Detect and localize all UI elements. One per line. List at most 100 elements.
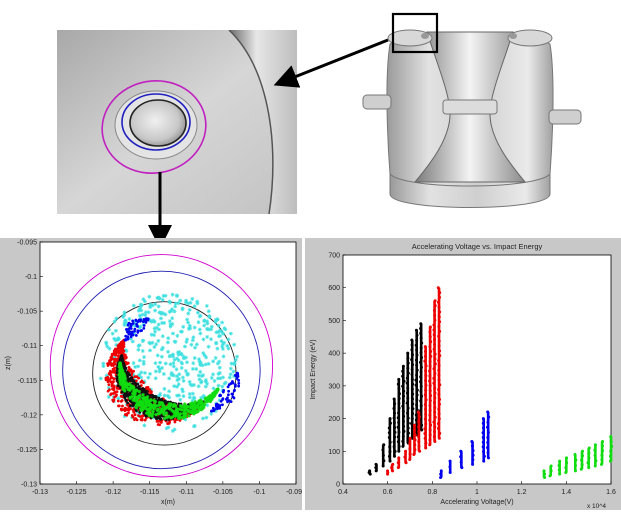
cyan-marker	[226, 346, 231, 351]
impact-marker	[118, 362, 123, 367]
impact-marker	[221, 403, 224, 407]
impact-marker	[124, 334, 128, 338]
impact-marker	[146, 409, 151, 413]
cyan-marker	[187, 323, 192, 328]
cyan-marker	[148, 371, 153, 376]
energy-marker	[410, 417, 414, 421]
energy-marker	[439, 469, 443, 473]
energy-marker	[402, 379, 406, 383]
cyan-marker	[114, 316, 119, 321]
impact-marker	[206, 399, 210, 403]
cyan-marker	[194, 366, 199, 371]
impact-marker	[154, 395, 158, 399]
impact-marker	[127, 386, 132, 391]
energy-marker	[406, 371, 410, 375]
impact-marker	[144, 411, 149, 415]
impact-marker	[212, 391, 217, 396]
energy-marker	[433, 304, 437, 308]
energy-marker	[564, 466, 568, 470]
energy-marker	[424, 369, 428, 373]
cyan-marker	[132, 331, 137, 336]
energy-marker	[610, 444, 614, 448]
cyan-marker	[197, 357, 202, 362]
impact-marker	[170, 415, 175, 419]
cyan-marker	[159, 311, 164, 316]
cyan-marker	[173, 339, 178, 344]
impact-marker	[141, 320, 145, 323]
cyan-marker	[227, 375, 232, 380]
energy-marker	[433, 396, 437, 400]
energy-marker	[432, 323, 436, 327]
energy-marker	[401, 364, 405, 368]
energy-marker	[413, 438, 417, 442]
impact-marker	[173, 420, 177, 424]
energy-marker	[410, 397, 414, 401]
impact-marker	[132, 394, 137, 398]
impact-marker	[135, 322, 139, 326]
impact-marker	[118, 377, 122, 382]
energy-marker	[471, 458, 475, 462]
cyan-marker	[202, 318, 207, 323]
energy-marker	[558, 472, 562, 476]
impact-marker	[214, 391, 218, 395]
cyan-marker	[122, 310, 127, 315]
impact-marker	[138, 399, 142, 404]
cyan-marker	[165, 340, 170, 345]
energy-marker	[397, 392, 401, 396]
cyan-marker	[170, 307, 175, 312]
cyan-marker	[170, 428, 175, 433]
cyan-marker	[166, 336, 171, 341]
impact-marker	[208, 393, 213, 398]
energy-marker	[600, 458, 604, 462]
cyan-marker	[182, 344, 187, 349]
cyan-marker	[209, 337, 214, 342]
cyan-marker	[165, 393, 170, 398]
energy-marker	[433, 425, 437, 429]
impact-marker	[126, 330, 129, 334]
impact-marker	[126, 374, 130, 377]
energy-marker	[414, 378, 418, 382]
energy-marker	[580, 454, 584, 458]
cyan-marker	[220, 344, 225, 349]
cyan-marker	[139, 375, 144, 380]
cyan-marker	[204, 303, 209, 308]
energy-marker	[433, 439, 437, 443]
energy-marker	[486, 410, 490, 414]
energy-marker	[432, 420, 436, 424]
energy-marker	[428, 359, 432, 363]
impact-marker	[215, 406, 218, 410]
energy-marker	[482, 459, 486, 463]
energy-marker	[412, 423, 416, 427]
model-top-right	[507, 29, 553, 47]
impact-marker	[133, 327, 137, 331]
energy-marker	[437, 359, 441, 363]
energy-marker	[448, 471, 452, 475]
cyan-marker	[194, 342, 199, 347]
series-3-markers	[542, 435, 614, 479]
chart0-x-tick-label: -0.11	[179, 489, 195, 496]
energy-marker	[417, 415, 421, 419]
energy-marker	[573, 453, 577, 457]
energy-marker	[411, 412, 415, 416]
energy-marker	[609, 435, 613, 439]
cyan-marker	[158, 391, 163, 396]
energy-marker	[433, 313, 437, 317]
impact-marker	[116, 344, 120, 348]
impact-marker	[133, 329, 136, 333]
cyan-marker	[190, 338, 195, 343]
energy-marker	[415, 388, 419, 392]
impact-marker	[142, 406, 147, 410]
energy-marker	[406, 436, 410, 440]
impact-marker	[136, 330, 140, 334]
cyan-marker	[156, 327, 161, 332]
cyan-marker	[215, 317, 220, 322]
energy-marker	[417, 420, 421, 424]
impact-marker	[127, 321, 131, 325]
cyan-marker	[233, 357, 238, 362]
chart1-y-tick-label: 100	[328, 449, 340, 456]
model-render	[362, 12, 582, 208]
impact-marker	[112, 353, 116, 356]
impact-marker	[221, 390, 225, 394]
impact-marker	[129, 322, 133, 326]
cyan-marker	[215, 346, 220, 351]
